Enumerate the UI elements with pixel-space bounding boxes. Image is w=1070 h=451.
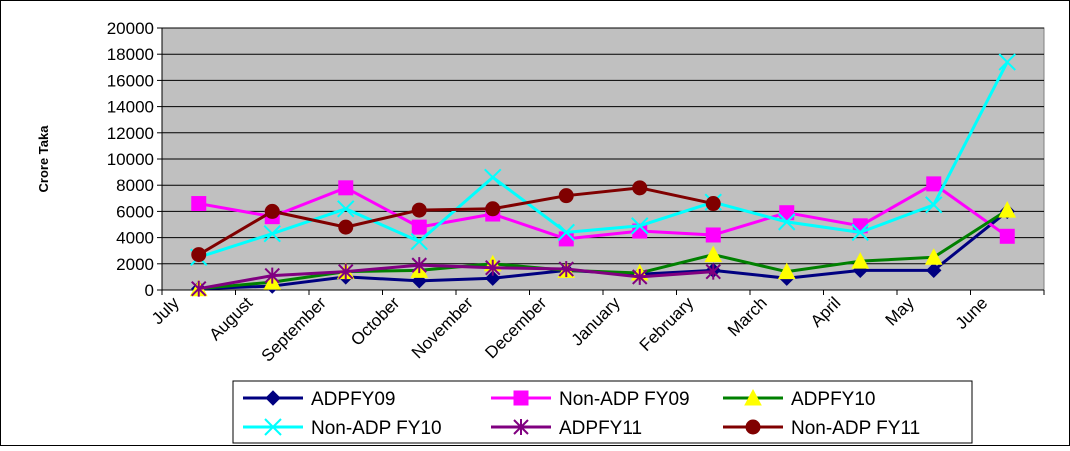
legend-item-non-adp-fy11: Non-ADP FY11	[723, 418, 920, 439]
series-non-adp-fy11	[191, 180, 721, 263]
data-point-adpfy11	[411, 257, 427, 274]
y-tick-label: 0	[145, 281, 154, 300]
data-point-adpfy10	[924, 248, 943, 265]
series-line-non-adp-fy09	[198, 182, 1009, 241]
data-series	[189, 53, 1017, 297]
legend-swatch-marker	[745, 419, 761, 435]
data-point-adpfy11	[191, 280, 207, 297]
data-point-non-adp-fy09	[999, 228, 1015, 244]
marker-stroke	[631, 217, 649, 235]
data-point-non-adp-fy09	[779, 205, 795, 221]
y-tick-label: 10000	[107, 150, 154, 169]
data-point-adpfy09	[926, 262, 942, 279]
gridlines	[157, 27, 1044, 291]
data-point-non-adp-fy10	[484, 168, 502, 187]
data-point-non-adp-fy11	[485, 201, 501, 217]
data-point-non-adp-fy11	[338, 219, 354, 235]
data-point-non-adp-fy09	[411, 219, 427, 235]
data-point-non-adp-fy10	[631, 217, 649, 235]
legend: ADPFY09 Non-ADP FY09 ADPFY10 Non-ADP FY10 AD…	[232, 380, 973, 444]
legend-item-non-adp-fy09: Non-ADP FY09	[491, 389, 690, 410]
y-tick-label: 8000	[116, 176, 154, 195]
marker-stroke	[263, 224, 281, 243]
legend-label: ADPFY11	[559, 418, 642, 439]
legend-swatch-marker	[265, 390, 281, 406]
data-point-non-adp-fy11	[558, 188, 574, 204]
data-point-adpfy10	[851, 252, 870, 269]
data-point-adpfy11	[338, 263, 354, 280]
marker-stroke	[925, 196, 943, 214]
data-point-non-adp-fy10	[778, 213, 796, 231]
data-point-adpfy11	[485, 259, 501, 276]
marker-stroke	[557, 223, 575, 242]
y-tick-label: 14000	[107, 98, 154, 117]
data-point-non-adp-fy10	[925, 196, 943, 214]
data-point-adpfy11	[705, 263, 721, 280]
series-line-adpfy11	[198, 263, 714, 291]
marker-stroke	[851, 223, 869, 242]
series-adpfy11	[191, 257, 721, 297]
legend-item-adpfy11: ADPFY11	[491, 418, 642, 439]
data-point-non-adp-fy10	[998, 53, 1016, 71]
data-point-adpfy09	[485, 270, 501, 286]
axes	[161, 28, 1045, 295]
y-tick-label: 2000	[116, 255, 154, 274]
data-point-adpfy11	[558, 261, 574, 278]
y-tick-label: 12000	[107, 124, 154, 143]
data-point-non-adp-fy10	[410, 232, 428, 251]
data-point-non-adp-fy10	[263, 224, 281, 243]
legend-item-adpfy10: ADPFY10	[723, 388, 875, 410]
y-tick-label: 4000	[116, 229, 154, 248]
marker-stroke	[778, 213, 796, 231]
legend-label: Non-ADP FY10	[311, 418, 442, 439]
legend-item-adpfy09: ADPFY09	[243, 389, 395, 410]
data-point-non-adp-fy10	[851, 223, 869, 242]
data-point-adpfy11	[632, 268, 648, 285]
legend-label: Non-ADP FY09	[559, 389, 690, 410]
legend-swatch-marker	[513, 390, 529, 406]
data-point-adpfy10	[998, 201, 1017, 218]
legend-label: ADPFY09	[311, 389, 395, 410]
data-point-non-adp-fy09	[558, 231, 574, 247]
data-point-non-adp-fy11	[632, 180, 648, 196]
series-line-non-adp-fy11	[197, 186, 714, 256]
data-point-adpfy10	[777, 262, 796, 280]
data-point-non-adp-fy09	[705, 227, 721, 243]
y-tick-label: 20000	[107, 19, 154, 38]
y-tick-label: 16000	[107, 71, 154, 90]
legend-label: Non-ADP FY11	[791, 418, 920, 439]
legend-swatch-marker	[744, 388, 762, 406]
marker-stroke	[337, 200, 355, 218]
data-point-non-adp-fy10	[337, 200, 355, 218]
data-point-non-adp-fy09	[191, 196, 207, 212]
data-point-non-adp-fy11	[411, 202, 427, 218]
data-point-non-adp-fy10	[557, 223, 575, 242]
data-point-non-adp-fy11	[705, 196, 721, 212]
legend-swatch-marker	[264, 418, 282, 436]
legend-label: ADPFY10	[791, 389, 875, 410]
series-line-non-adp-fy10	[198, 61, 1009, 259]
y-tick-label: 18000	[107, 45, 154, 64]
y-tick-label: 6000	[116, 202, 154, 221]
marker-stroke	[410, 232, 428, 251]
data-point-non-adp-fy09	[338, 180, 354, 196]
legend-swatch-marker	[513, 419, 529, 435]
legend-box	[232, 380, 973, 444]
marker-stroke	[484, 168, 502, 187]
legend-item-non-adp-fy10: Non-ADP FY10	[243, 418, 442, 439]
data-point-adpfy11	[264, 267, 280, 284]
data-point-non-adp-fy09	[926, 176, 942, 192]
marker-stroke	[264, 418, 282, 436]
y-axis-label: Crore Taka	[36, 125, 51, 193]
data-point-non-adp-fy11	[264, 203, 280, 219]
marker-stroke	[998, 53, 1016, 71]
data-point-adpfy10	[704, 245, 723, 263]
data-point-non-adp-fy11	[191, 247, 207, 263]
